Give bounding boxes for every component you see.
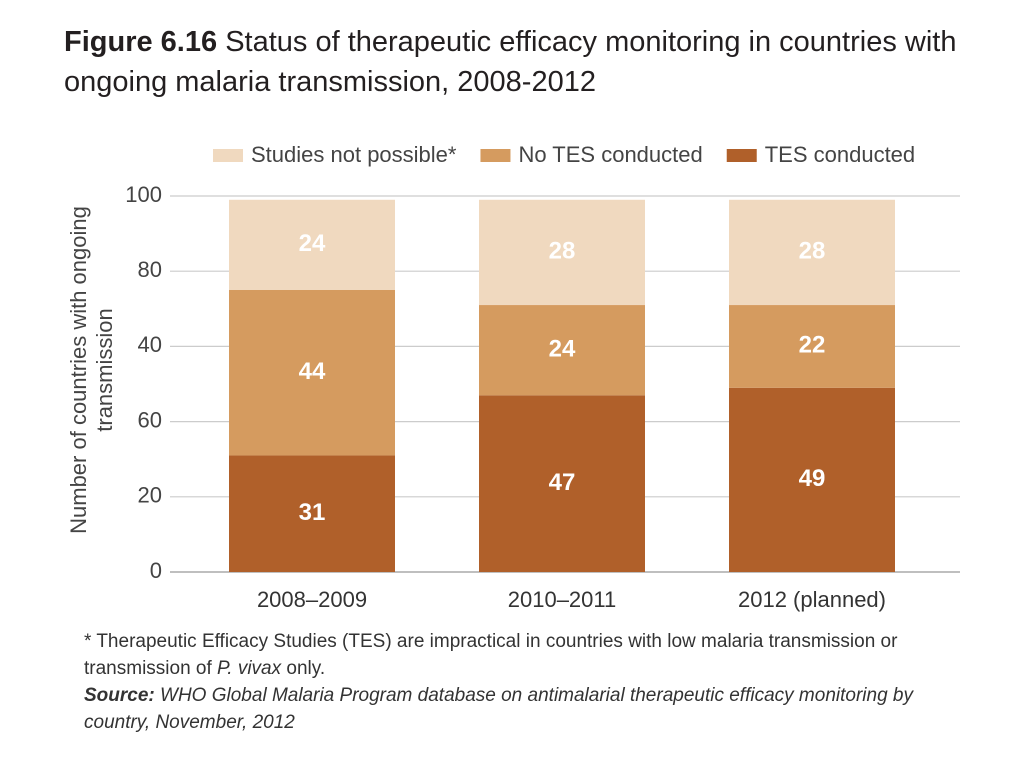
value-label: 24 (549, 336, 576, 363)
value-label: 47 (549, 469, 576, 496)
notes: * Therapeutic Efficacy Studies (TES) are… (84, 628, 964, 736)
bar-segment (729, 199, 895, 306)
bar-segment (229, 199, 395, 290)
bar-segment (229, 290, 395, 456)
bar-segment (479, 199, 645, 306)
source-label: Source: (84, 685, 155, 706)
bar-segment (729, 305, 895, 388)
footnote-text: * Therapeutic Efficacy Studies (TES) are… (84, 631, 898, 679)
footnote: * Therapeutic Efficacy Studies (TES) are… (84, 628, 964, 682)
chart-title: Status of therapeutic efficacy monitorin… (64, 26, 957, 98)
value-label: 22 (799, 332, 826, 359)
bar-segment (729, 387, 895, 572)
legend-swatch (726, 149, 757, 162)
y-tick-label: 80 (138, 257, 162, 282)
bar-segment (479, 395, 645, 572)
value-label: 24 (299, 230, 326, 257)
bar-segment (229, 455, 395, 572)
y-tick-label: 40 (138, 332, 162, 357)
y-tick-label: 60 (138, 407, 162, 432)
value-label: 44 (299, 358, 326, 385)
x-tick-label: 2012 (planned) (738, 587, 886, 612)
footnote-text: only. (281, 658, 326, 679)
y-axis-label: Number of countries with ongoing transmi… (66, 206, 117, 534)
figure-label: Figure 6.16 (64, 26, 218, 58)
legend-label: TES conducted (765, 142, 915, 167)
x-tick-label: 2010–2011 (508, 587, 617, 612)
legend-swatch (213, 149, 243, 162)
x-tick-label: 2008–2009 (257, 587, 367, 612)
source-text: WHO Global Malaria Program database on a… (84, 685, 913, 733)
y-tick-label: 0 (150, 558, 162, 583)
y-tick-label: 20 (138, 483, 162, 508)
legend-label: No TES conducted (518, 142, 702, 167)
value-label: 49 (799, 465, 826, 492)
legend-swatch (480, 149, 511, 162)
y-tick-label: 100 (125, 182, 162, 207)
value-label: 31 (299, 499, 326, 526)
title-block: Figure 6.16 Status of therapeutic effica… (64, 22, 984, 102)
bar-segment (479, 305, 645, 396)
value-label: 28 (799, 238, 826, 265)
value-label: 28 (549, 238, 576, 265)
source: Source: WHO Global Malaria Program datab… (84, 682, 964, 736)
footnote-italic: P. vivax (217, 658, 282, 679)
legend-label: Studies not possible* (251, 142, 457, 167)
